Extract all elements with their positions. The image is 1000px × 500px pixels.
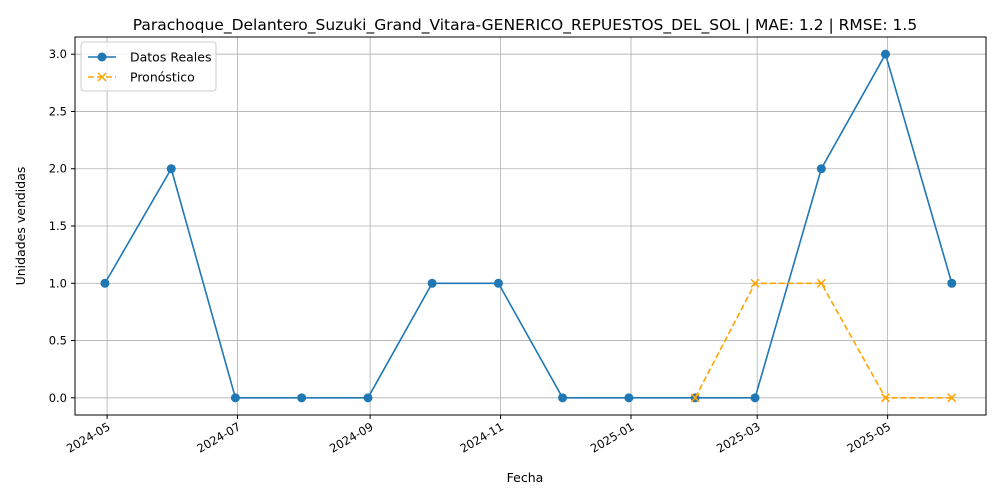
x-axis-label: Fecha (507, 470, 544, 485)
x-axis: 2024-05 2024-07 2024-09 2024-11 2025-01 2025-… (64, 415, 893, 456)
data-point (880, 393, 891, 403)
legend-marker-pronostico (97, 72, 107, 82)
x-tick-label: 2024-05 (64, 419, 113, 455)
x-tick-label: 2024-11 (457, 419, 506, 455)
data-point (880, 49, 890, 59)
legend-label-pronostico: Pronóstico (130, 70, 195, 85)
y-tick-label: 1.5 (49, 219, 67, 233)
x-tick-label: 2025-05 (845, 419, 894, 455)
legend: Datos Reales Pronóstico (80, 41, 217, 92)
legend-box (80, 41, 217, 92)
series-layer (100, 49, 957, 403)
data-point (690, 393, 700, 403)
data-point (558, 393, 568, 403)
data-point (363, 393, 373, 403)
y-tick-label: 2.0 (49, 162, 67, 176)
data-point (230, 393, 240, 403)
y-tick-label: 3.0 (49, 47, 67, 61)
data-point (166, 164, 176, 174)
chart-title: Parachoque_Delantero_Suzuki_Grand_Vitara… (133, 16, 917, 35)
data-point (427, 278, 437, 288)
data-point (297, 393, 307, 403)
data-point (624, 393, 634, 403)
x-tick-label: 2024-09 (327, 419, 376, 455)
series-line-1 (694, 282, 952, 399)
data-point (947, 278, 957, 288)
data-point (100, 278, 110, 288)
data-point (750, 278, 760, 288)
legend-marker-datos-reales (97, 52, 107, 62)
data-point (750, 393, 760, 403)
data-point (816, 278, 826, 288)
gridlines (75, 37, 986, 415)
y-tick-label: 0.5 (49, 334, 67, 348)
y-tick-label: 2.5 (49, 104, 67, 118)
y-tick-label: 0.0 (49, 391, 67, 405)
legend-label-datos-reales: Datos Reales (130, 50, 211, 65)
data-point (816, 164, 826, 174)
data-point (493, 278, 503, 288)
x-tick-label: 2025-03 (714, 419, 763, 455)
x-tick-label: 2025-01 (588, 419, 637, 455)
y-axis: 0.0 0.5 1.0 1.5 2.0 2.5 3.0 (49, 47, 75, 405)
x-tick-label: 2024-07 (194, 419, 243, 455)
data-point (947, 393, 957, 403)
series-line-0 (104, 53, 953, 399)
y-axis-label: Unidades vendidas (13, 167, 28, 286)
y-tick-label: 1.0 (49, 276, 67, 290)
